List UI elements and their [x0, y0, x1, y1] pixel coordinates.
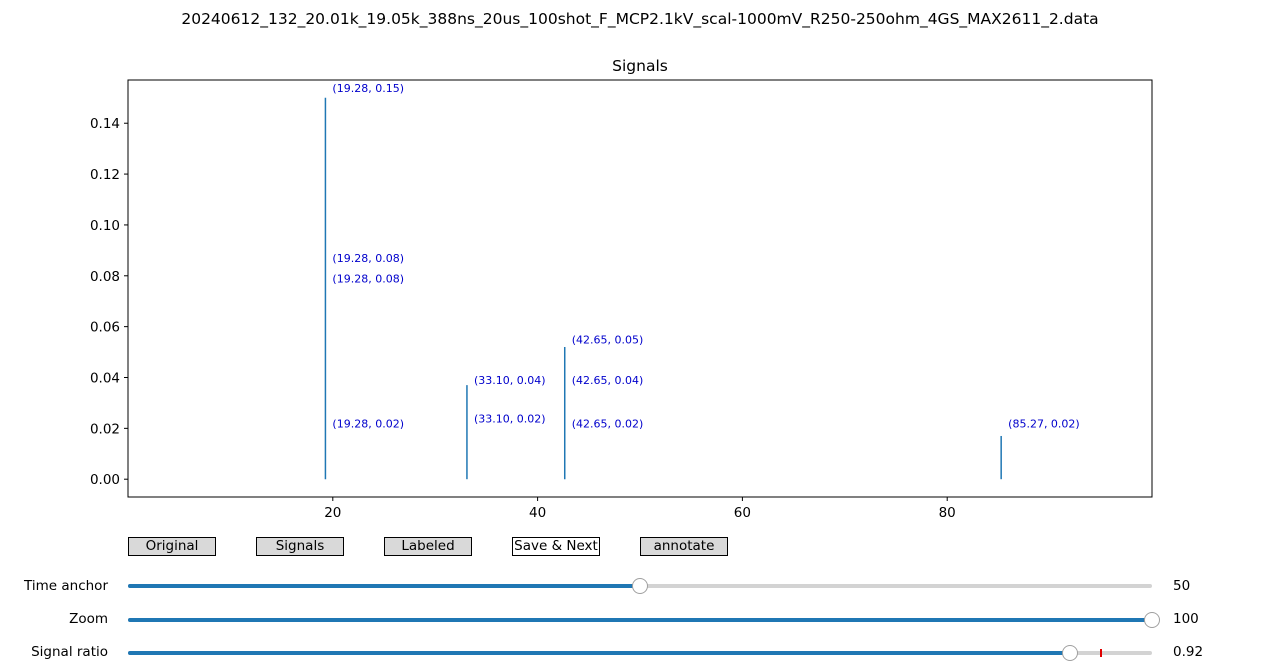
time-anchor-label: Time anchor — [24, 578, 108, 594]
time-anchor-slider[interactable] — [128, 578, 1152, 594]
y-tick-label: 0.02 — [90, 421, 120, 437]
signal-ratio-handle[interactable] — [1062, 645, 1079, 661]
x-tick-label: 60 — [734, 505, 751, 521]
peak-annotation: (42.65, 0.05) — [572, 334, 644, 347]
peak-annotation: (42.65, 0.04) — [572, 374, 644, 387]
y-tick-label: 0.08 — [90, 269, 120, 285]
figure-title: 20240612_132_20.01k_19.05k_388ns_20us_10… — [181, 10, 1099, 28]
signal-ratio-fill — [128, 651, 1071, 655]
chart-title: Signals — [612, 57, 668, 75]
signals-button[interactable]: Signals — [256, 537, 344, 556]
x-tick-label: 20 — [324, 505, 341, 521]
save-next-button[interactable]: Save & Next — [512, 537, 600, 556]
x-axis: 20 40 60 80 — [324, 497, 956, 521]
zoom-fill — [128, 618, 1152, 622]
x-tick-label: 80 — [939, 505, 956, 521]
signal-ratio-init-marker — [1099, 649, 1102, 657]
peak-annotation: (19.28, 0.15) — [332, 82, 404, 95]
original-button[interactable]: Original — [128, 537, 216, 556]
signal-series — [324, 97, 1002, 480]
y-tick-label: 0.04 — [90, 370, 120, 386]
plot-area — [127, 79, 1153, 498]
y-tick-label: 0.06 — [90, 320, 120, 336]
peak-annotation: (42.65, 0.02) — [572, 417, 644, 430]
y-axis: 0.00 0.02 0.04 0.06 0.08 0.10 0.12 0.14 — [90, 116, 128, 488]
peak-annotation: (19.28, 0.08) — [332, 252, 404, 265]
zoom-handle[interactable] — [1144, 612, 1160, 628]
peak-annotation: (33.10, 0.02) — [474, 412, 546, 425]
peak-annotation: (19.28, 0.08) — [332, 273, 404, 286]
zoom-slider[interactable] — [128, 612, 1160, 628]
y-tick-label: 0.14 — [90, 116, 120, 132]
time-anchor-handle[interactable] — [632, 578, 648, 594]
time-anchor-fill — [128, 584, 640, 588]
signals-chart: Signals 0.00 0.02 0.04 0.06 0.08 0.10 0.12 0.14… — [90, 57, 1153, 521]
labeled-button[interactable]: Labeled — [384, 537, 472, 556]
annotate-button[interactable]: annotate — [640, 537, 728, 556]
signal-ratio-label: Signal ratio — [31, 644, 108, 660]
y-tick-label: 0.10 — [90, 218, 120, 234]
peak-annotations: (19.28, 0.15) (19.28, 0.08) (19.28, 0.08) (… — [332, 82, 1079, 431]
signal-ratio-slider[interactable] — [128, 645, 1152, 661]
zoom-label: Zoom — [69, 611, 108, 627]
time-anchor-value: 50 — [1173, 578, 1191, 594]
y-tick-label: 0.00 — [90, 472, 120, 488]
zoom-value: 100 — [1173, 611, 1199, 627]
x-tick-label: 40 — [529, 505, 546, 521]
y-tick-label: 0.12 — [90, 167, 120, 183]
peak-annotation: (85.27, 0.02) — [1008, 417, 1080, 430]
peak-annotation: (33.10, 0.04) — [474, 374, 546, 387]
signal-ratio-value: 0.92 — [1173, 644, 1204, 660]
peak-annotation: (19.28, 0.02) — [332, 417, 404, 430]
